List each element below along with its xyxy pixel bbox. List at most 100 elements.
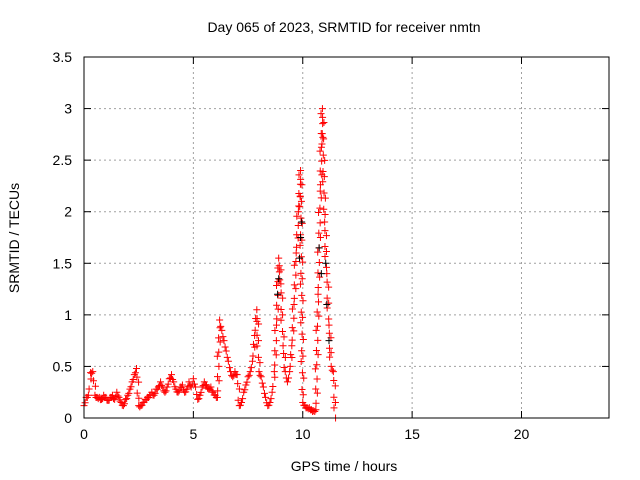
data-point-secondary xyxy=(322,259,330,267)
data-point-fill xyxy=(280,349,288,357)
data-point-fill xyxy=(330,404,338,412)
data-point-fill xyxy=(288,336,296,344)
data-point-fill xyxy=(297,308,305,316)
data-point xyxy=(122,395,130,403)
data-point-fill xyxy=(297,269,305,277)
data-point-fill xyxy=(162,387,170,395)
data-point-fill xyxy=(322,232,330,240)
data-point-fill xyxy=(325,299,333,307)
data-point-fill xyxy=(323,294,331,302)
data-point-fill xyxy=(271,361,279,369)
data-point-fill xyxy=(125,389,133,397)
data-point-secondary xyxy=(297,234,305,241)
data-point-fill xyxy=(295,171,303,179)
data-point-fill xyxy=(213,373,221,381)
data-point-fill xyxy=(255,320,263,328)
y-tick-label: 1 xyxy=(64,307,72,323)
data-point-fill xyxy=(255,337,263,345)
data-point-fill xyxy=(325,315,333,323)
data-point-fill xyxy=(135,378,143,386)
data-point-fill xyxy=(297,319,305,327)
data-point-fill xyxy=(221,343,229,351)
data-point-fill xyxy=(288,353,296,361)
x-tick-label: 20 xyxy=(514,426,530,442)
data-point-fill xyxy=(277,306,285,314)
x-tick-label: 15 xyxy=(404,426,420,442)
data-point-secondary xyxy=(325,337,333,345)
data-point-fill xyxy=(328,366,336,374)
data-point-secondary xyxy=(315,244,323,252)
data-point-fill xyxy=(287,351,295,359)
data-point xyxy=(314,290,322,298)
x-axis-label: GPS time / hours xyxy=(291,458,398,474)
y-tick-label: 2.5 xyxy=(53,152,73,168)
data-point-fill xyxy=(290,261,298,269)
data-point-fill xyxy=(129,375,137,383)
data-point-fill xyxy=(296,203,304,211)
data-point-secondary xyxy=(274,290,282,298)
data-point-fill xyxy=(193,390,201,398)
data-point-fill xyxy=(197,388,205,396)
data-point xyxy=(174,388,182,396)
data-point-fill xyxy=(249,352,257,360)
data-point xyxy=(238,399,245,407)
data-point-fill xyxy=(190,380,198,388)
data-point xyxy=(279,342,287,350)
data-point-fill xyxy=(223,353,231,361)
data-point-fill xyxy=(321,243,329,251)
data-point-fill xyxy=(318,130,326,138)
data-point-fill xyxy=(325,329,333,337)
data-point-fill xyxy=(116,397,124,405)
data-point xyxy=(277,280,285,288)
data-point xyxy=(189,375,197,383)
data-point-fill xyxy=(235,385,243,393)
data-point xyxy=(163,383,171,391)
data-point-fill xyxy=(258,379,266,387)
data-point-fill xyxy=(319,120,327,128)
data-point-fill xyxy=(297,214,305,222)
data-point-fill xyxy=(247,364,255,372)
data-point-fill xyxy=(321,227,329,235)
data-point xyxy=(157,378,165,386)
data-point-fill xyxy=(298,275,306,283)
data-point-fill xyxy=(256,371,264,379)
data-point-fill xyxy=(320,173,328,181)
data-point-fill xyxy=(133,373,141,381)
y-tick-label: 3 xyxy=(64,101,72,117)
data-point-fill xyxy=(315,312,323,320)
data-point-fill xyxy=(316,147,324,155)
data-point-fill xyxy=(273,315,281,323)
data-point xyxy=(165,375,173,383)
data-point-fill xyxy=(276,276,284,284)
data-point-fill xyxy=(299,391,307,399)
data-point-fill xyxy=(330,377,338,385)
data-point xyxy=(268,388,276,396)
data-point-fill xyxy=(296,192,304,200)
data-point xyxy=(89,368,97,376)
data-point-fill xyxy=(219,333,227,341)
y-tick-label: 1.5 xyxy=(53,255,73,271)
data-point-fill xyxy=(297,357,305,365)
data-point xyxy=(244,373,252,381)
data-point-secondary xyxy=(295,254,303,262)
data-point-fill xyxy=(298,291,306,299)
data-point-fill xyxy=(217,322,225,330)
data-point-fill xyxy=(215,334,223,342)
data-point xyxy=(325,321,333,329)
data-point xyxy=(257,373,265,381)
data-point-fill xyxy=(319,133,327,141)
data-point-fill xyxy=(321,156,329,164)
x-tick-label: 0 xyxy=(80,426,88,442)
data-point-fill xyxy=(253,342,261,350)
data-point-fill xyxy=(297,175,305,183)
data-point-fill xyxy=(323,278,331,286)
data-point-fill xyxy=(299,335,307,343)
data-point-fill xyxy=(260,389,268,397)
data-point-fill xyxy=(320,135,328,143)
data-point-fill xyxy=(272,337,280,345)
data-point-fill xyxy=(298,347,306,355)
data-point xyxy=(113,388,121,396)
data-point-fill xyxy=(315,258,323,266)
grid xyxy=(84,57,609,418)
data-point-fill xyxy=(299,258,307,266)
